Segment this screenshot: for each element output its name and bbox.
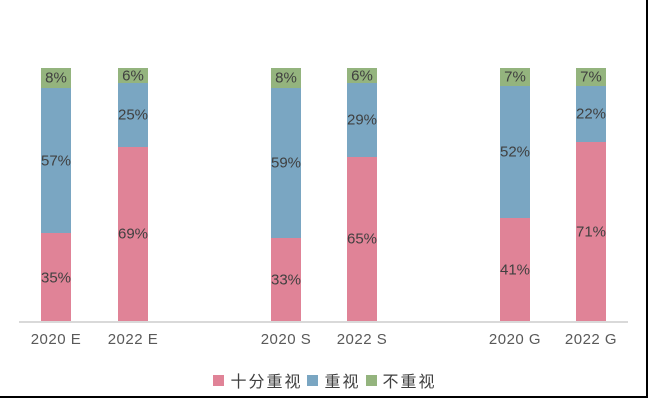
segment-very-important-2020-e: 35% [41, 233, 71, 322]
page-border-bottom [0, 396, 648, 398]
x-label-2022-g: 2022 G [564, 331, 618, 348]
value-label-important-2020-s: 59% [270, 154, 302, 172]
value-label-not-important-2020-e: 8% [45, 69, 67, 87]
segment-very-important-2020-s: 33% [271, 238, 301, 322]
legend-label-not-important: 不重视 [382, 372, 437, 391]
page-border-right [646, 0, 648, 398]
legend-label-very-important: 十分重视 [230, 372, 303, 391]
value-label-very-important-2020-g: 41% [499, 261, 531, 279]
x-label-2020-s: 2020 S [260, 331, 312, 348]
value-label-very-important-2022-s: 65% [346, 230, 378, 248]
segment-very-important-2020-g: 41% [499, 217, 531, 322]
value-label-very-important-2022-g: 71% [575, 223, 607, 241]
value-label-not-important-2020-s: 8% [275, 69, 297, 87]
legend-item-not-important: 不重视 [365, 368, 437, 392]
value-label-very-important-2022-e: 69% [117, 225, 149, 243]
segment-not-important-2022-g: 7% [576, 68, 606, 86]
segment-not-important-2020-s: 8% [271, 68, 301, 89]
segment-important-2020-e: 57% [40, 88, 72, 234]
segment-not-important-2022-s: 6% [347, 67, 377, 85]
legend-label-important: 重视 [324, 372, 361, 391]
segment-very-important-2022-s: 65% [346, 156, 378, 322]
bar-2022-s: 65% 29% 6% [347, 68, 377, 322]
bar-2020-e: 35% 57% 8% [41, 68, 71, 322]
value-label-important-2020-g: 52% [499, 143, 531, 161]
bar-2022-g: 71% 22% 7% [576, 68, 606, 322]
value-label-important-2022-e: 25% [117, 106, 149, 124]
bar-2020-s: 33% 59% 8% [271, 68, 301, 322]
segment-important-2022-s: 29% [347, 83, 377, 157]
segment-very-important-2022-g: 71% [575, 141, 607, 322]
value-label-not-important-2022-s: 6% [351, 67, 373, 85]
value-label-not-important-2022-e: 6% [122, 67, 144, 85]
value-label-important-2022-s: 29% [346, 111, 378, 129]
segment-not-important-2020-e: 8% [41, 68, 71, 89]
chart-legend: 十分重视 重视 不重视 [0, 368, 650, 392]
legend-swatch-icon-very-important [213, 374, 225, 386]
x-label-2020-e: 2020 E [30, 331, 82, 348]
legend-item-very-important: 十分重视 [213, 368, 302, 392]
bar-2022-e: 69% 25% 6% [118, 68, 148, 322]
bar-2020-g: 41% 52% 7% [500, 68, 530, 322]
legend-swatch-icon-not-important [365, 374, 377, 386]
segment-important-2020-g: 52% [499, 85, 531, 218]
legend-swatch-icon-important [307, 374, 319, 386]
value-label-important-2022-g: 22% [575, 105, 607, 123]
segment-important-2020-s: 59% [270, 88, 302, 239]
segment-important-2022-g: 22% [575, 85, 607, 142]
x-label-2020-g: 2020 G [488, 331, 542, 348]
x-axis-line [19, 321, 628, 323]
x-label-2022-s: 2022 S [336, 331, 388, 348]
legend-item-important: 重视 [307, 368, 360, 392]
segment-important-2022-e: 25% [118, 83, 148, 147]
value-label-very-important-2020-s: 33% [270, 271, 302, 289]
segment-not-important-2020-g: 7% [500, 68, 530, 86]
x-label-2022-e: 2022 E [107, 331, 159, 348]
value-label-important-2020-e: 57% [40, 152, 72, 170]
value-label-not-important-2020-g: 7% [504, 68, 526, 86]
value-label-not-important-2022-g: 7% [580, 68, 602, 86]
segment-not-important-2022-e: 6% [118, 67, 148, 85]
segment-very-important-2022-e: 69% [117, 146, 149, 322]
value-label-very-important-2020-e: 35% [40, 269, 72, 287]
